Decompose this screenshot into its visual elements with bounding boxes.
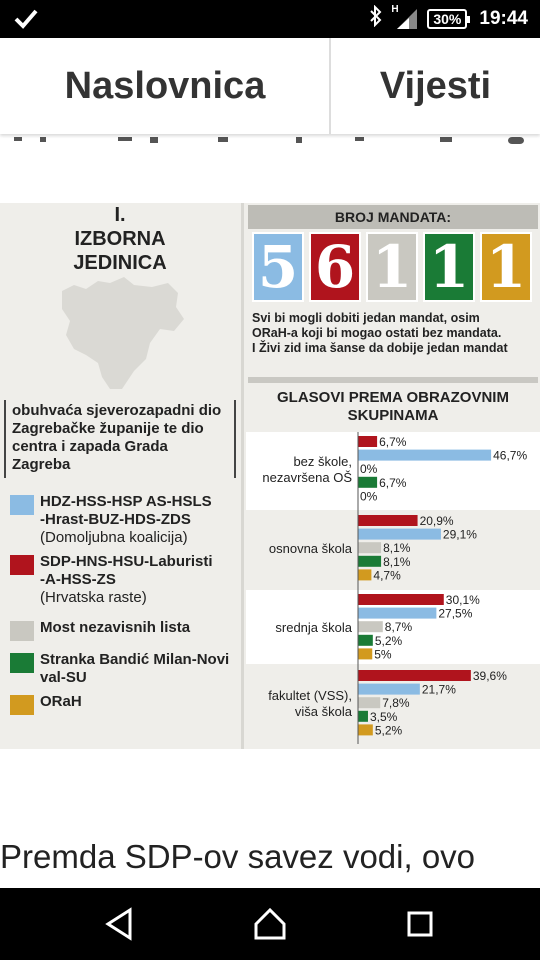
mandates-title: BROJ MANDATA: (248, 205, 538, 229)
home-icon[interactable] (250, 906, 290, 942)
legend-label: SDP-HNS-HSU-Laburisti (40, 553, 213, 570)
section-title-line-1: IZBORNA (74, 228, 166, 250)
battery-icon: 30% (427, 9, 471, 29)
navigation-bar (0, 888, 540, 960)
legend-sublabel: (Domoljubna koalicija) (40, 529, 188, 546)
legend-label: Stranka Bandić Milan-Novi (40, 651, 230, 668)
section-title-line-2: JEDINICA (73, 252, 167, 274)
clock: 19:44 (479, 8, 528, 29)
note-line: I Živi zid ima šanse da dobije jedan man… (252, 341, 508, 355)
legend-swatch (10, 495, 34, 515)
cut-off-text-line (0, 134, 540, 144)
votes-title-line-1: GLASOVI PREMA OBRAZOVNIM (277, 389, 509, 406)
mandate-tile-orah: 1 (480, 232, 532, 302)
tab-bar: Naslovnica Vijesti (0, 38, 540, 134)
bluetooth-icon (369, 4, 383, 33)
battery-level: 30% (433, 11, 462, 27)
legend-label-cont: val-SU (40, 669, 87, 686)
legend-label: HDZ-HSS-HSP AS-HSLS (40, 493, 212, 510)
legend-label: Most nezavisnih lista (40, 619, 191, 636)
infographic-right-panel: BROJ MANDATA: 5 6 1 1 1 Svi bi mogli dob… (246, 203, 540, 749)
votes-title: GLASOVI PREMA OBRAZOVNIM SKUPINAMA (248, 377, 538, 435)
legend-label-cont: -A-HSS-ZS (40, 571, 116, 588)
section-number: I. (114, 204, 126, 226)
check-icon (14, 9, 38, 29)
legend-swatch (10, 653, 34, 673)
note-line: Svi bi mogli dobiti jedan mandat, osim (252, 311, 480, 325)
status-bar: H 30% 19:44 (0, 0, 540, 38)
legend-swatch (10, 695, 34, 715)
mandate-tile-hdz: 5 (252, 232, 304, 302)
back-icon[interactable] (100, 906, 140, 942)
mandate-tile-sdp: 6 (309, 232, 361, 302)
legend-swatch (10, 555, 34, 575)
legend-swatch (10, 621, 34, 641)
recents-icon[interactable] (400, 906, 440, 942)
mandates-note: Svi bi mogli dobiti jedan mandat, osim O… (252, 311, 540, 356)
note-line: ORaH-a koji bi mogao ostati bez mandata. (252, 326, 502, 340)
tab-divider (329, 38, 331, 134)
tab-vijesti[interactable]: Vijesti (379, 64, 492, 107)
tab-naslovnica[interactable]: Naslovnica (64, 64, 266, 107)
infographic: I. IZBORNA JEDINICA obuhvaća sjeverozapa… (0, 203, 540, 749)
signal-icon: H (391, 4, 419, 31)
district-map-illustration (62, 277, 184, 389)
mandate-tile-bandic: 1 (423, 232, 475, 302)
mandate-tile-most: 1 (366, 232, 418, 302)
votes-title-line-2: SKUPINAMA (347, 407, 439, 424)
district-description: obuhvaća sjeverozapadni dio Zagrebačke ž… (4, 400, 236, 478)
section-title: I. IZBORNA JEDINICA (60, 203, 180, 275)
article-text: Premda SDP-ov savez vodi, ovo (0, 838, 476, 875)
legend-label-cont: -Hrast-BUZ-HDS-ZDS (40, 511, 191, 528)
network-type: H (391, 4, 399, 15)
panel-divider (241, 203, 244, 749)
infographic-left-panel: I. IZBORNA JEDINICA obuhvaća sjeverozapa… (0, 203, 240, 749)
legend-sublabel: (Hrvatska raste) (40, 589, 147, 606)
legend-label: ORaH (40, 693, 82, 710)
